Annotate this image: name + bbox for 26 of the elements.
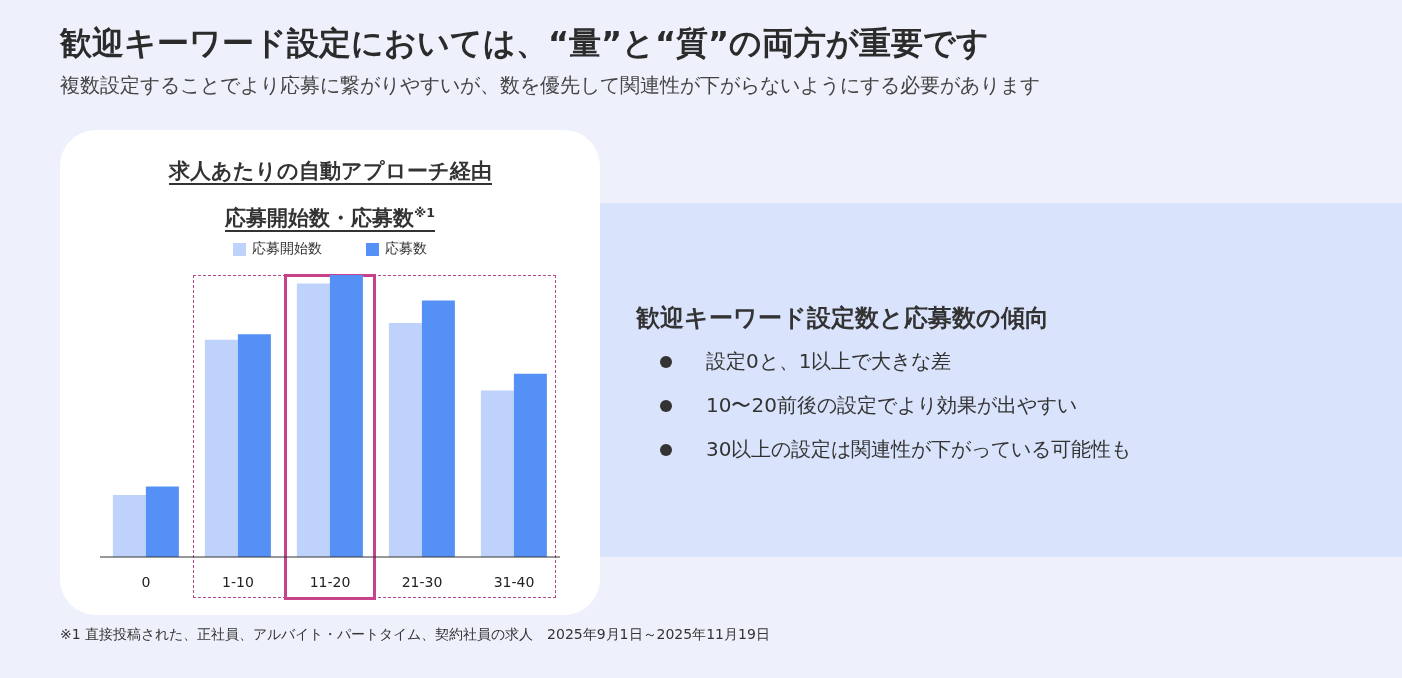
- bar: [204, 339, 238, 557]
- chart-subtitle: 複数設定することでより応募に繋がりやすいが、数を優先して関連性が下がらないようにする必要があります: [60, 72, 1040, 99]
- bar: [480, 390, 514, 557]
- text: ※1 直接投稿された、正社員、アルバイト・パートタイム、契約社員の求人 2025年9月1日～2025年11月19日: [60, 626, 771, 644]
- bar: [237, 334, 271, 557]
- chart-title: 歓迎キーワード設定においては、“量”と“質”の両方が重要です: [60, 23, 990, 64]
- text: 設定0と、1以上で大きな差: [706, 349, 952, 373]
- text: 求人あたりの自動アプローチ経由: [168, 159, 492, 185]
- x-tick-label: 11-20: [309, 573, 351, 590]
- legend-label: 応募数: [385, 240, 427, 258]
- text: 10〜20前後の設定でより効果が出やすい: [706, 393, 1077, 417]
- bar: [112, 494, 146, 557]
- bar: [145, 486, 179, 557]
- bar: [513, 373, 547, 557]
- x-tick-label: 1-10: [222, 573, 254, 590]
- text: 応募開始数・応募数$^{※1}$: [224, 205, 435, 232]
- text: 歓迎キーワード設定数と応募数の傾向: [636, 303, 1049, 334]
- x-tick-label: 31-40: [493, 573, 535, 590]
- bar: [388, 322, 422, 557]
- x-tick-label: 21-30: [401, 573, 443, 590]
- text: 30以上の設定は関連性が下がっている可能性も: [706, 437, 1132, 461]
- legend-label: 応募開始数: [252, 240, 322, 258]
- x-tick-label: 0: [141, 573, 151, 590]
- bar: [296, 283, 330, 557]
- bar: [329, 275, 363, 557]
- bar: [421, 300, 455, 557]
